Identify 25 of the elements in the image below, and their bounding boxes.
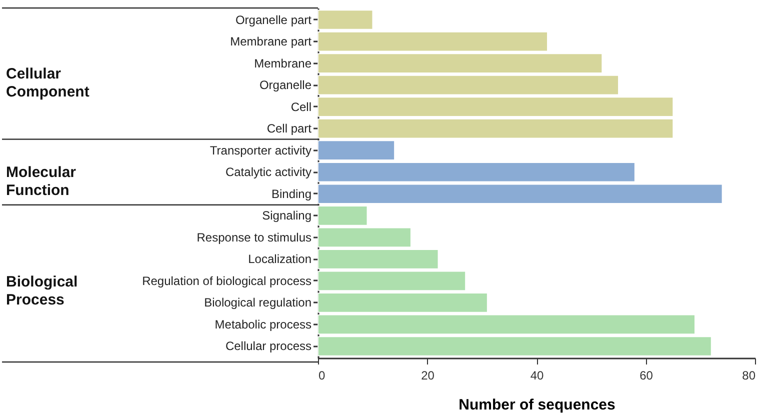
x-tick-label: 80 — [742, 368, 756, 382]
x-tick-label: 20 — [421, 368, 435, 382]
y-tick-label: Metabolic process — [214, 317, 312, 332]
y-tick-label: Transporter activity — [210, 143, 312, 158]
text: Cellular Component — [6, 66, 90, 101]
y-tick-label: Cell part — [266, 122, 312, 136]
x-axis-title: Number of sequences — [458, 396, 616, 414]
y-tick-label: Regulation of biological process — [142, 274, 312, 288]
y-tick-label: Organelle — [259, 78, 312, 92]
y-tick-label: Biological regulation — [204, 296, 312, 310]
x-tick-label: 40 — [530, 368, 544, 382]
y-tick-label: Organelle part — [235, 12, 312, 27]
y-tick-label: Cellular process — [225, 339, 312, 354]
y-tick-label: Signaling — [262, 208, 312, 223]
y-tick-label: Membrane — [254, 56, 312, 70]
x-tick-label: 60 — [640, 368, 654, 382]
text: Molecular Function — [6, 164, 76, 200]
text: Biological Process — [6, 273, 78, 308]
y-tick-label: Membrane part — [230, 34, 312, 49]
y-tick-label: Cell — [290, 100, 312, 114]
y-tick-label: Catalytic activity — [225, 165, 312, 180]
y-tick-label: Binding — [271, 186, 312, 201]
y-tick-label: Localization — [248, 252, 312, 266]
x-tick-label: 0 — [318, 368, 326, 382]
y-tick-label: Response to stimulus — [196, 230, 312, 244]
